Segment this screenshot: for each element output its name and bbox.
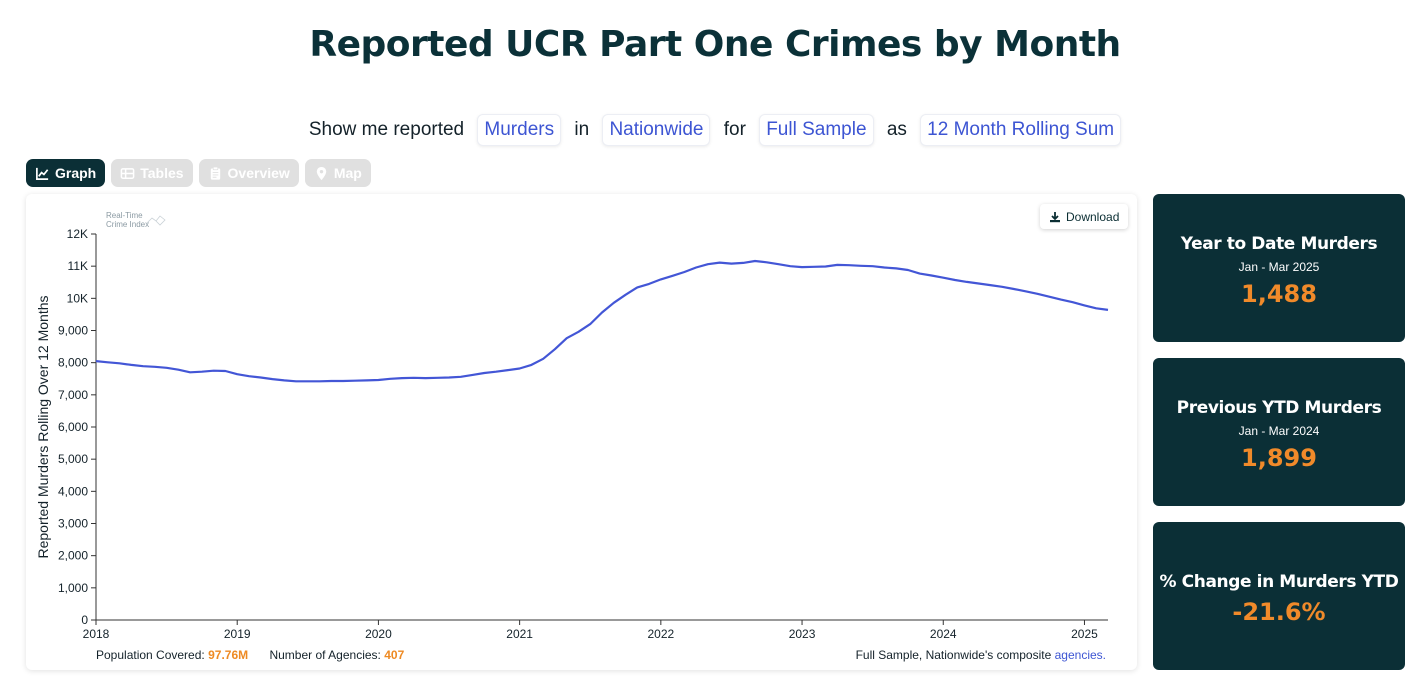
tab-overview-label: Overview <box>227 165 290 181</box>
x-tick-label: 2018 <box>83 627 110 641</box>
population-label: Population Covered: <box>96 648 205 662</box>
crime-selector[interactable]: Murders <box>477 114 562 146</box>
y-tick-label: 3,000 <box>58 517 88 531</box>
stat-card-ytd: Year to Date Murders Jan - Mar 2025 1,48… <box>1153 194 1405 342</box>
tab-tables[interactable]: Tables <box>111 159 193 187</box>
x-tick-label: 2019 <box>224 627 251 641</box>
stat-card-percent-change: % Change in Murders YTD -21.6% <box>1153 522 1405 670</box>
population-covered: Population Covered: 97.76M <box>96 648 248 662</box>
logo-mark-icon <box>146 215 166 226</box>
tab-graph[interactable]: Graph <box>26 159 106 187</box>
tab-map[interactable]: Map <box>304 159 371 187</box>
agencies-link[interactable]: agencies. <box>1054 648 1106 662</box>
location-selector[interactable]: Nationwide <box>602 114 711 146</box>
sentence-as: as <box>886 119 907 140</box>
tab-overview[interactable]: Overview <box>198 159 299 187</box>
y-tick-label: 10K <box>67 291 88 305</box>
stat-card-previous-ytd: Previous YTD Murders Jan - Mar 2024 1,89… <box>1153 358 1405 506</box>
page-title: Reported UCR Part One Crimes by Month <box>309 24 1121 65</box>
y-tick-label: 6,000 <box>58 420 88 434</box>
stat-value: -21.6% <box>1232 598 1326 626</box>
download-button[interactable]: Download <box>1040 204 1129 229</box>
chart-panel: Real-Time Crime Index Download 0 1,000 2,0… <box>26 194 1137 670</box>
murders-series-line <box>95 259 1109 383</box>
y-tick-label: 8,000 <box>58 356 88 370</box>
chart-footer-stats: Population Covered: 97.76M Number of Age… <box>96 648 422 662</box>
x-tick-label: 2025 <box>1071 627 1098 641</box>
agencies-value: 407 <box>384 648 405 662</box>
agency-count: Number of Agencies: 407 <box>269 648 404 662</box>
source-text: Full Sample, Nationwide's composite <box>855 648 1052 662</box>
y-tick-label: 5,000 <box>58 452 88 466</box>
logo-line-2: Crime Index <box>106 220 150 229</box>
agencies-label: Number of Agencies: <box>269 648 381 662</box>
y-tick-label: 2,000 <box>58 549 88 563</box>
download-icon <box>1050 211 1060 222</box>
stat-period: Jan - Mar 2025 <box>1238 260 1320 274</box>
measure-selector[interactable]: 12 Month Rolling Sum <box>920 114 1122 146</box>
x-tick-label: 2022 <box>647 627 674 641</box>
chart-footer-source: Full Sample, Nationwide's composite agen… <box>856 648 1106 662</box>
y-tick-label: 4,000 <box>58 484 88 498</box>
sentence-for: for <box>723 119 746 140</box>
sample-selector[interactable]: Full Sample <box>759 114 874 146</box>
y-tick-label: 1,000 <box>58 581 88 595</box>
line-chart-icon <box>36 167 49 180</box>
tab-graph-label: Graph <box>55 165 97 181</box>
y-tick-label: 9,000 <box>58 324 88 338</box>
y-tick-label: 7,000 <box>58 388 88 402</box>
stat-period: Jan - Mar 2024 <box>1238 424 1320 438</box>
download-label: Download <box>1066 209 1120 224</box>
map-pin-icon <box>316 166 326 180</box>
stat-value: 1,899 <box>1241 444 1317 472</box>
logo-line-1: Real-Time <box>106 211 143 220</box>
sentence-prefix: Show me reported <box>308 119 465 140</box>
stat-title: % Change in Murders YTD <box>1159 572 1399 592</box>
query-sentence: Show me reported Murders in Nationwide f… <box>0 114 1421 146</box>
rtci-logo: Real-Time Crime Index <box>106 211 166 229</box>
sentence-in: in <box>574 119 590 140</box>
stat-value: 1,488 <box>1241 280 1317 308</box>
view-tabs: Graph Tables Overview Map <box>26 159 371 187</box>
x-tick-label: 2020 <box>365 627 392 641</box>
stat-title: Previous YTD Murders <box>1176 398 1382 418</box>
table-icon <box>120 167 135 179</box>
y-tick-label: 12K <box>67 227 88 241</box>
y-axis-title: Reported Murders Rolling Over 12 Months <box>35 295 51 558</box>
x-tick-label: 2021 <box>506 627 533 641</box>
population-value: 97.76M <box>208 648 249 662</box>
line-chart: 0 1,000 2,000 3,000 4,000 5,000 6,000 7,000 8,00… <box>35 227 1109 641</box>
tab-map-label: Map <box>333 165 362 181</box>
x-tick-label: 2024 <box>930 627 957 641</box>
x-tick-label: 2023 <box>789 627 816 641</box>
tab-tables-label: Tables <box>140 165 184 181</box>
stat-title: Year to Date Murders <box>1180 234 1378 254</box>
y-tick-label: 0 <box>81 613 88 627</box>
clipboard-icon <box>210 166 220 180</box>
y-tick-label: 11K <box>68 259 88 273</box>
